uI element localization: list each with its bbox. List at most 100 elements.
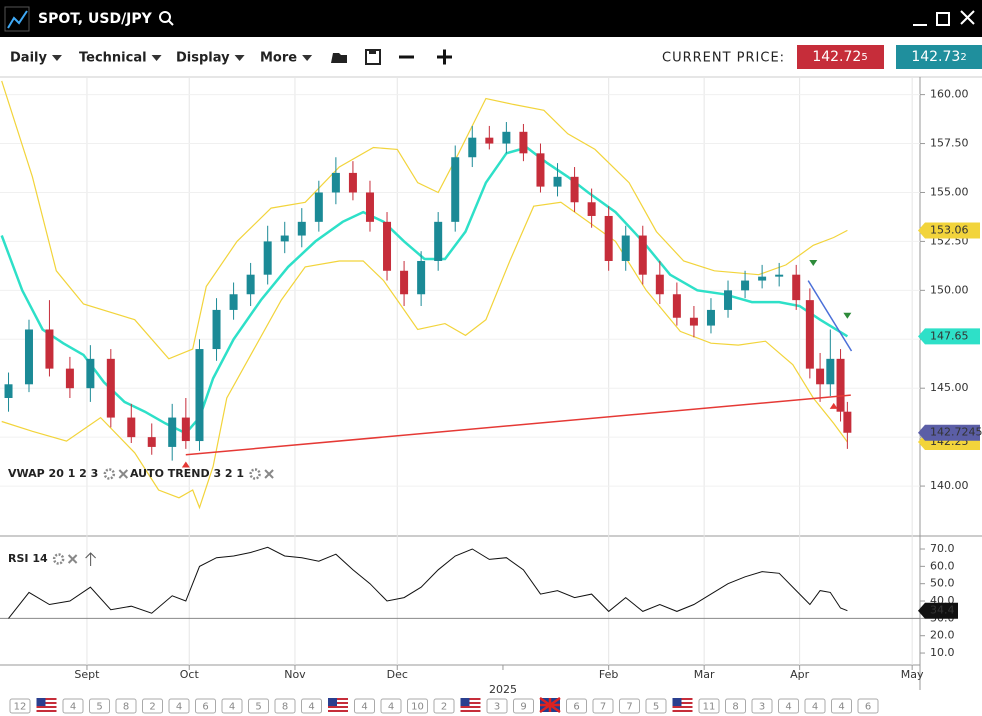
bid-box[interactable] [797, 45, 884, 69]
y-tick-label: 145.00 [930, 381, 969, 394]
settings-icon[interactable] [249, 468, 261, 480]
menu[interactable]: Technical [79, 51, 147, 66]
candle-body [536, 153, 545, 187]
zoom-in[interactable] [437, 49, 452, 65]
event-box[interactable] [857, 698, 879, 714]
trendline [807, 280, 853, 352]
candle-body [758, 276, 767, 281]
candle-body [434, 221, 443, 261]
event-box[interactable] [301, 698, 322, 714]
candle-body [348, 172, 357, 193]
event-count: 5 [96, 702, 102, 713]
indicator-label: VWAP 20 1 2 3 [8, 467, 98, 480]
event-box[interactable] [62, 698, 84, 714]
candle-body [451, 157, 460, 222]
signal-marker [829, 402, 838, 409]
event-box[interactable] [486, 698, 508, 714]
candle-body [570, 176, 579, 203]
settings-icon[interactable] [52, 553, 65, 565]
popout[interactable] [936, 12, 950, 26]
bid: 142.72 [812, 49, 861, 65]
event-box[interactable] [778, 698, 799, 714]
open-icon[interactable] [331, 53, 347, 63]
menu[interactable]: Display [176, 51, 230, 66]
candle-body [212, 309, 221, 350]
flag-stripe [672, 702, 693, 704]
event-count: 4 [812, 702, 818, 713]
event-count: 5 [255, 702, 261, 713]
save-icon[interactable] [365, 49, 381, 65]
price-label: CURRENT PRICE: [662, 51, 785, 66]
event-box[interactable] [592, 698, 614, 714]
candle-body [805, 300, 814, 369]
event-box[interactable] [698, 698, 720, 714]
event-box[interactable] [221, 698, 243, 714]
event-count: 4 [70, 702, 76, 713]
flag-stripe [460, 698, 481, 700]
event-box[interactable] [751, 698, 773, 714]
event-box[interactable] [115, 698, 137, 714]
menu[interactable]: More [260, 51, 297, 66]
rsi-line [8, 546, 848, 619]
candle-body [297, 221, 306, 236]
search-icon[interactable] [159, 11, 174, 26]
event-box[interactable] [168, 698, 190, 714]
y-tick-label: 140.00 [930, 479, 969, 492]
event-box[interactable] [725, 698, 746, 714]
settings-icon[interactable] [103, 468, 116, 480]
event-box[interactable] [380, 698, 402, 714]
event-flag[interactable] [460, 698, 481, 712]
event-count: 6 [865, 702, 871, 713]
event-count: 8 [732, 702, 738, 713]
event-box[interactable] [619, 698, 640, 714]
event-box[interactable] [89, 698, 110, 714]
remove-icon[interactable] [67, 554, 78, 564]
event-box[interactable] [645, 698, 667, 714]
candle-body [826, 358, 835, 385]
x-tick-label: Dec [387, 668, 408, 681]
event-box[interactable] [142, 698, 163, 714]
price-tag-label: 142.7245 [930, 426, 982, 439]
flag-stripe [328, 706, 348, 708]
menu-caret [234, 55, 245, 61]
flag-stripe [672, 708, 693, 710]
candle-body [706, 309, 715, 326]
event-box[interactable] [433, 698, 455, 714]
candle-body [147, 437, 156, 447]
event-flag[interactable] [328, 698, 348, 712]
event-box[interactable] [195, 698, 216, 714]
price-tag-label: 34.4 [930, 604, 955, 617]
ask-pip: 2 [960, 52, 966, 63]
event-box[interactable] [566, 698, 587, 714]
menu[interactable]: Daily [10, 51, 47, 66]
event-flag[interactable] [36, 698, 57, 712]
y-tick-label: 10.0 [930, 646, 955, 659]
collapse-icon[interactable] [85, 552, 96, 566]
event-box[interactable] [354, 698, 375, 714]
flag-stripe [460, 702, 481, 704]
event-count: 6 [202, 702, 208, 713]
event-box[interactable] [274, 698, 296, 714]
candle-body [587, 202, 596, 216]
x-tick-label: Mar [694, 668, 715, 681]
indicator-label: RSI 14 [8, 552, 48, 565]
flag-stripe [460, 704, 481, 706]
remove-icon[interactable] [118, 469, 129, 479]
event-flag[interactable] [672, 698, 693, 712]
event-box[interactable] [513, 698, 534, 714]
candle-body [246, 274, 255, 295]
event-box[interactable] [804, 698, 826, 714]
event-box[interactable] [248, 698, 269, 714]
event-box[interactable] [831, 698, 852, 714]
flag-stripe [36, 698, 57, 700]
x-tick-label: May [901, 668, 924, 681]
ask-box[interactable] [896, 45, 982, 69]
event-box[interactable] [407, 698, 428, 714]
event-box[interactable] [9, 698, 31, 714]
flag-canton [328, 698, 337, 706]
remove-icon[interactable] [264, 469, 274, 479]
event-flag[interactable] [539, 696, 561, 714]
x-tick-label: Oct [180, 668, 200, 681]
close[interactable] [960, 10, 975, 25]
event-count: 4 [308, 702, 314, 713]
